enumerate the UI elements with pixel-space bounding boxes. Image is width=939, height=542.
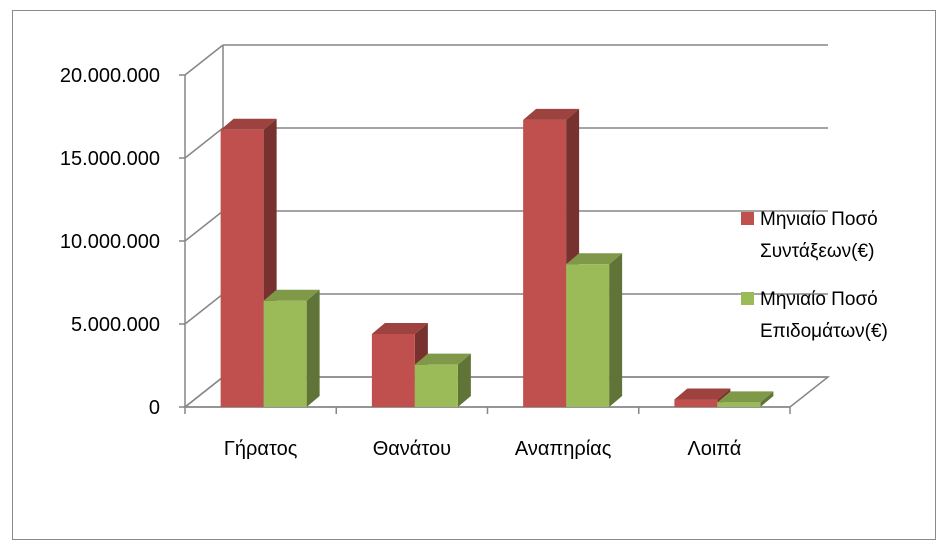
legend-item: Μηνιαίο Ποσό Συντάξεων(€) — [741, 209, 878, 262]
bar-front — [371, 333, 415, 407]
bar-front — [717, 402, 761, 407]
bar-side — [306, 289, 320, 407]
bar-front — [674, 399, 718, 407]
x-tick-label: Αναπηρίας — [515, 438, 612, 460]
chart-frame — [12, 10, 936, 540]
y-tick-label: 10.000.000 — [60, 231, 160, 253]
x-axis-labels: Γήρατος Θανάτου Αναπηρίας Λοιπά — [224, 438, 741, 460]
bar — [263, 289, 320, 407]
bar-top — [566, 253, 623, 265]
bar-front — [220, 129, 264, 407]
legend-label: Συντάξεων(€) — [760, 241, 874, 262]
bar-front — [523, 119, 567, 407]
x-tick-label: Γήρατος — [224, 438, 298, 460]
bars — [220, 108, 774, 407]
bar — [414, 353, 471, 407]
bar-side — [609, 253, 623, 407]
legend-item: Μηνιαίο Ποσό Επιδομάτων(€) — [741, 289, 888, 342]
legend-label: Επιδομάτων(€) — [760, 321, 888, 342]
bar-top — [523, 108, 580, 120]
x-tick-label: Θανάτου — [373, 438, 451, 460]
bar-side — [760, 391, 774, 407]
gridline-side — [184, 293, 224, 325]
legend: Μηνιαίο Ποσό Συντάξεων(€) Μηνιαίο Ποσό Επιδ… — [741, 209, 888, 342]
y-tick-label: 20.000.000 — [60, 65, 160, 87]
y-tick-label: 5.000.000 — [71, 314, 160, 336]
y-tick-label: 0 — [149, 397, 160, 419]
legend-swatch — [741, 292, 754, 305]
bar-top — [220, 118, 277, 130]
bar-side — [457, 353, 471, 407]
bar-top — [674, 388, 731, 400]
gridline-side — [184, 376, 224, 408]
bar — [566, 253, 623, 407]
x-tick-label: Λοιπά — [687, 438, 741, 460]
bar-top — [717, 391, 774, 403]
bar-top — [263, 289, 320, 301]
gridline-side — [184, 127, 224, 159]
bar-front — [566, 264, 610, 407]
bar-top — [371, 322, 428, 334]
bar-top — [414, 353, 471, 365]
bar-front — [414, 364, 458, 407]
gridline-side — [184, 44, 224, 76]
y-axis-ticks: 0 5.000.000 10.000.000 15.000.000 20.000.000 — [60, 65, 185, 419]
legend-swatch — [741, 212, 754, 225]
bar — [717, 391, 774, 407]
bar-front — [263, 300, 307, 407]
legend-label: Μηνιαίο Ποσό — [760, 289, 878, 310]
y-tick-label: 15.000.000 — [60, 148, 160, 170]
gridline-side — [184, 210, 224, 242]
legend-label: Μηνιαίο Ποσό — [760, 209, 878, 230]
